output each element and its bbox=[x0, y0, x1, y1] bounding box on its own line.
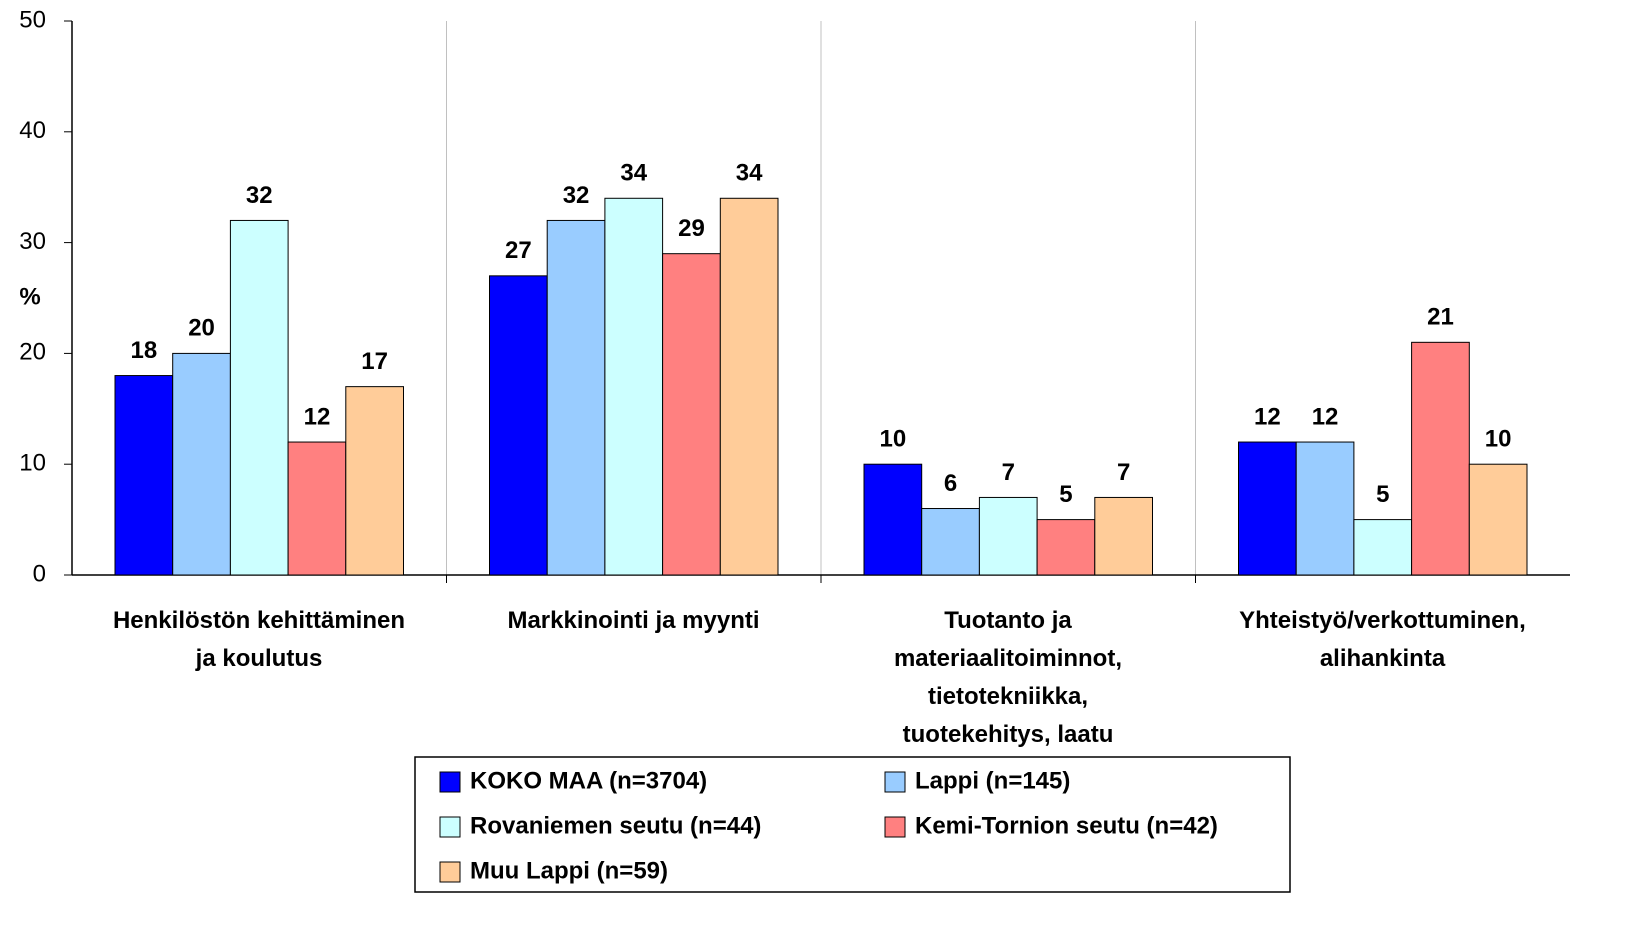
data-label: 21 bbox=[1427, 304, 1454, 331]
data-label: 10 bbox=[879, 426, 906, 453]
bar bbox=[1411, 341, 1470, 576]
bar bbox=[1468, 463, 1528, 576]
bar bbox=[345, 386, 404, 576]
y-tick-label: 50 bbox=[19, 6, 46, 33]
y-tick-label: 30 bbox=[19, 228, 46, 255]
legend-label: Rovaniemen seutu (n=44) bbox=[470, 812, 761, 839]
bar bbox=[489, 275, 548, 576]
y-tick-label: 40 bbox=[19, 117, 46, 144]
data-label: 12 bbox=[1254, 403, 1281, 430]
legend-swatch bbox=[439, 816, 461, 838]
data-label: 7 bbox=[1117, 459, 1130, 486]
legend-label: KOKO MAA (n=3704) bbox=[470, 767, 707, 794]
data-label: 10 bbox=[1485, 426, 1512, 453]
bar bbox=[921, 508, 980, 576]
data-label: 5 bbox=[1376, 481, 1389, 508]
bar bbox=[604, 197, 664, 576]
x-tick-label: Henkilöstön kehittäminen ja koulutus bbox=[112, 607, 406, 672]
bar bbox=[978, 496, 1038, 576]
x-tick-label: Yhteistyö/verkottuminen, alihankinta bbox=[1239, 607, 1526, 672]
x-tick-label: Tuotanto ja materiaalitoiminnot, tietote… bbox=[893, 607, 1123, 748]
y-axis-label: % bbox=[19, 283, 40, 310]
data-label: 29 bbox=[678, 215, 705, 242]
data-label: 7 bbox=[1002, 459, 1015, 486]
bar bbox=[546, 219, 606, 576]
legend-swatch bbox=[439, 771, 461, 793]
bar bbox=[1353, 519, 1413, 576]
bar bbox=[287, 441, 347, 576]
bar bbox=[114, 375, 174, 576]
data-label: 32 bbox=[563, 182, 590, 209]
y-tick-label: 0 bbox=[33, 560, 46, 587]
data-label: 17 bbox=[361, 348, 388, 375]
data-label: 18 bbox=[130, 337, 157, 364]
data-label: 6 bbox=[944, 470, 957, 497]
data-label: 20 bbox=[188, 315, 215, 342]
data-label: 34 bbox=[736, 160, 763, 187]
x-tick-label: Markkinointi ja myynti bbox=[507, 607, 760, 634]
bar bbox=[1295, 441, 1355, 576]
legend-label: Muu Lappi (n=59) bbox=[470, 857, 668, 884]
data-label: 12 bbox=[1312, 403, 1339, 430]
legend-swatch bbox=[439, 861, 461, 883]
bar bbox=[1238, 441, 1297, 576]
bar bbox=[229, 219, 289, 576]
bar bbox=[172, 352, 231, 576]
legend-box bbox=[414, 756, 1291, 893]
data-label: 32 bbox=[246, 182, 273, 209]
y-tick-label: 20 bbox=[19, 339, 46, 366]
y-tick-label: 10 bbox=[19, 450, 46, 477]
legend-swatch bbox=[884, 771, 906, 793]
legend-swatch bbox=[884, 816, 906, 838]
data-label: 34 bbox=[620, 160, 647, 187]
bar bbox=[1094, 496, 1154, 576]
legend-label: Lappi (n=145) bbox=[915, 767, 1070, 794]
bar bbox=[662, 253, 721, 576]
bar bbox=[863, 463, 923, 576]
data-label: 27 bbox=[505, 237, 532, 264]
bar bbox=[719, 197, 779, 576]
data-label: 5 bbox=[1059, 481, 1072, 508]
legend-label: Kemi-Tornion seutu (n=42) bbox=[915, 812, 1218, 839]
bar bbox=[1036, 519, 1096, 576]
data-label: 12 bbox=[304, 403, 331, 430]
